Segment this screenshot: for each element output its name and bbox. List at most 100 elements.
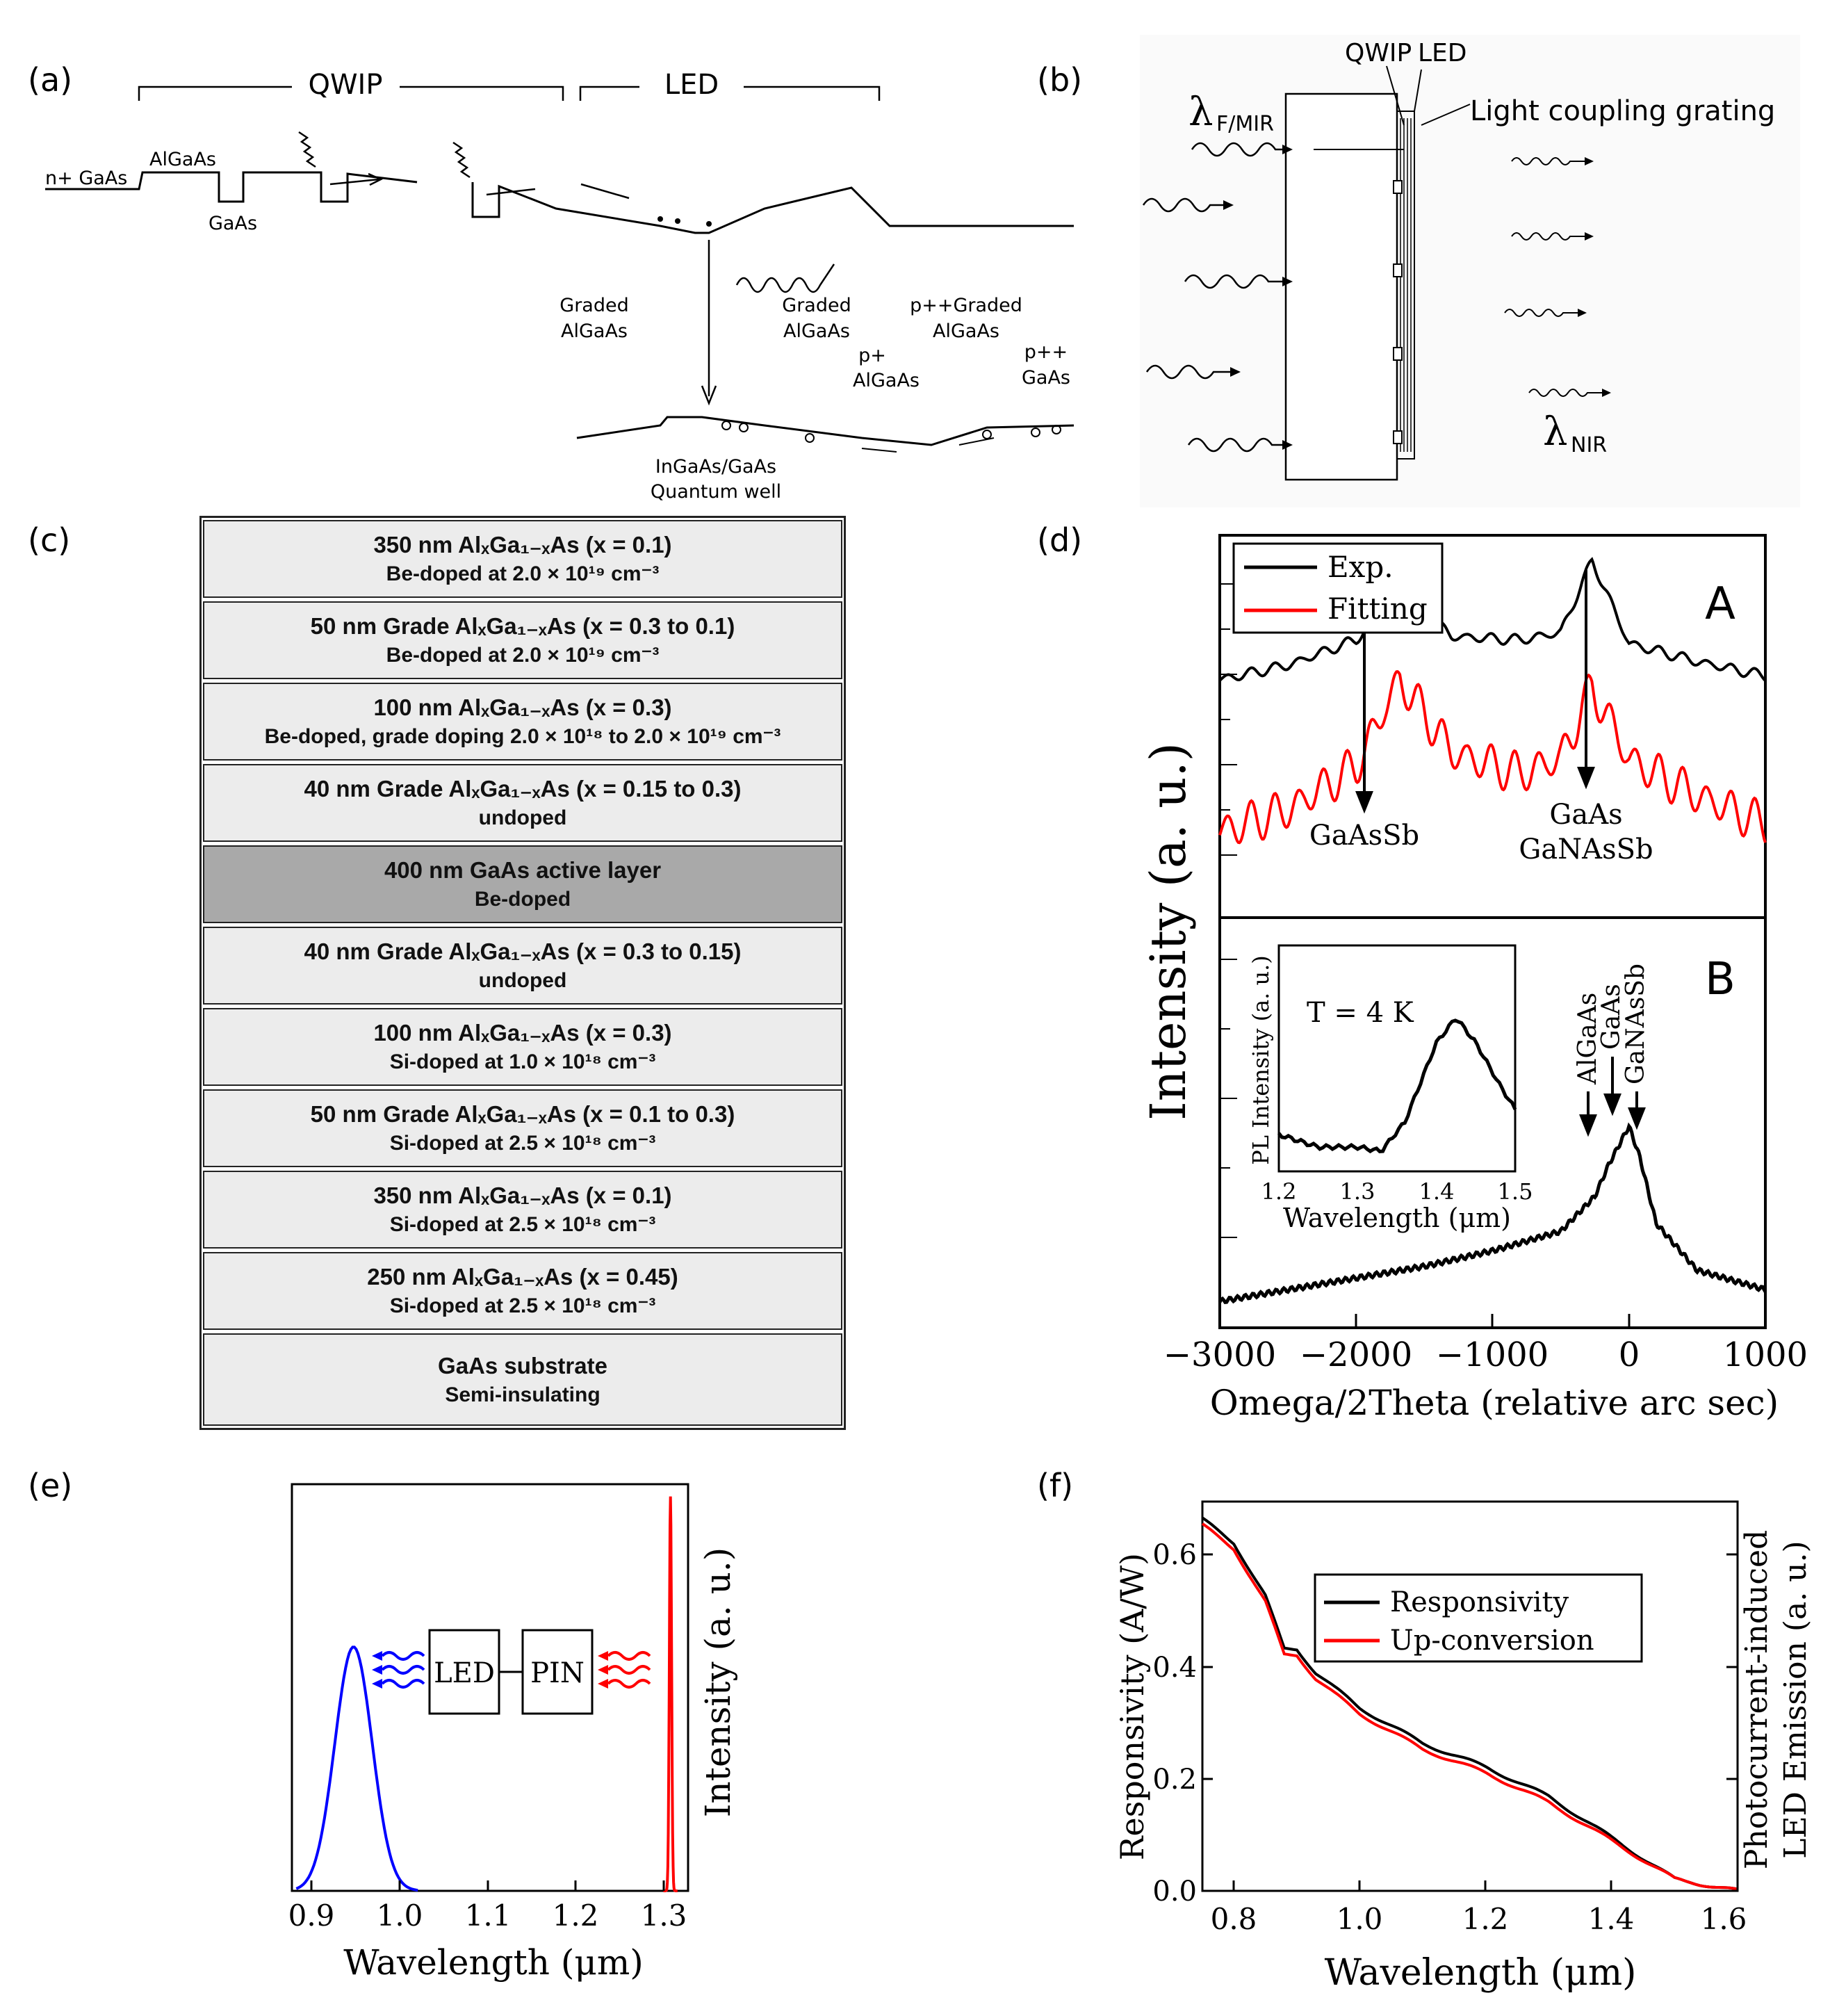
layer-1-line2: Be-doped at 2.0 × 10¹⁹ cm⁻³	[386, 562, 660, 585]
b-grating-label: Light coupling grating	[1470, 95, 1775, 127]
label-ppp-gaas-a: p++	[1024, 341, 1068, 363]
layer-9: 350 nm AlₓGa₁₋ₓAs (x = 0.1) Si-doped at …	[203, 1171, 842, 1249]
d-inset-xtick-3: 1.5	[1498, 1178, 1533, 1205]
e-led-label: LED	[434, 1657, 495, 1689]
d-inset-xtick-2: 1.4	[1419, 1178, 1455, 1205]
e-xtick-0: 0.9	[288, 1899, 335, 1933]
e-blue-arrows	[381, 1651, 425, 1689]
d-inset-xtick-1: 1.3	[1340, 1178, 1375, 1205]
d-legend	[1232, 542, 1444, 634]
f-ylabel-right-2: LED Emission (a. u.)	[1778, 1541, 1813, 1858]
e-xtick-1: 1.0	[377, 1899, 423, 1933]
layer-3: 100 nm AlₓGa₁₋ₓAs (x = 0.3) Be-doped, gr…	[203, 683, 842, 761]
f-ytick-3: 0.6	[1152, 1539, 1197, 1571]
layer-10-line1: 250 nm AlₓGa₁₋ₓAs (x = 0.45)	[367, 1264, 678, 1290]
d-inset-ylabel: PL Intensity (a. u.)	[1248, 955, 1274, 1165]
e-ylabel: Intensity (a. u.)	[698, 1547, 738, 1817]
d-ann-b-gaas: GaAs	[1597, 984, 1626, 1050]
d-inset-xtick-0: 1.2	[1261, 1178, 1297, 1205]
layer-2: 50 nm Grade AlₓGa₁₋ₓAs (x = 0.3 to 0.1) …	[203, 601, 842, 679]
f-xtick-1: 1.0	[1337, 1902, 1383, 1936]
label-ppp-graded-b: AlGaAs	[933, 320, 999, 342]
f-series-responsivity	[1201, 1516, 1738, 1891]
lambda-nir-symbol-glyph: λ	[1543, 409, 1568, 455]
panel-a-letter: (a)	[28, 61, 73, 99]
layer-7: 100 nm AlₓGa₁₋ₓAs (x = 0.3) Si-doped at …	[203, 1008, 842, 1086]
layer-7-line2: Si-doped at 1.0 × 10¹⁸ cm⁻³	[389, 1050, 656, 1073]
f-legend	[1314, 1573, 1643, 1663]
f-ylabel: Responsivity (A/W)	[1113, 1553, 1151, 1860]
d-series-b	[1218, 1122, 1767, 1305]
panel-f-letter: (f)	[1037, 1467, 1074, 1504]
layer-9-line1: 350 nm AlₓGa₁₋ₓAs (x = 0.1)	[373, 1182, 672, 1208]
label-graded-2a: Graded	[782, 295, 851, 316]
layer-8-line2: Si-doped at 2.5 × 10¹⁸ cm⁻³	[389, 1132, 656, 1155]
f-legend-responsivity: Responsivity	[1390, 1586, 1569, 1618]
label-ppp-gaas-b: GaAs	[1022, 367, 1070, 389]
d-xlabel: Omega/2Theta (relative arc sec)	[1210, 1383, 1779, 1423]
qwip-header: QWIP	[309, 69, 383, 101]
f-series-upconversion	[1201, 1522, 1738, 1891]
layer-1-line1: 350 nm AlₓGa₁₋ₓAs (x = 0.1)	[373, 532, 672, 558]
f-xtick-2: 1.2	[1462, 1902, 1509, 1936]
f-xlabel: Wavelength (μm)	[1325, 1952, 1637, 1994]
layer-4-line1: 40 nm Grade AlₓGa₁₋ₓAs (x = 0.15 to 0.3)	[304, 776, 742, 802]
d-ann-gaas: GaAs	[1549, 799, 1622, 831]
layer-6-line2: undoped	[478, 969, 567, 992]
d-inset-frame	[1277, 944, 1517, 1173]
panel-b-schematic: QWIP LED Light coupling grating λ F/MIR …	[1140, 35, 1800, 507]
layer-11-line2: Semi-insulating	[445, 1383, 601, 1406]
layer-5-active: 400 nm GaAs active layer Be-doped	[203, 845, 842, 923]
layer-10-line2: Si-doped at 2.5 × 10¹⁸ cm⁻³	[389, 1294, 656, 1317]
e-xtick-4: 1.3	[641, 1899, 687, 1933]
layer-3-line2: Be-doped, grade doping 2.0 × 10¹⁸ to 2.0…	[264, 725, 781, 748]
d-legend-exp: Exp.	[1327, 550, 1394, 584]
d-series-exp	[1218, 557, 1767, 682]
d-xtick-0: −3000	[1163, 1335, 1276, 1374]
f-ytick-0: 0.0	[1152, 1876, 1197, 1908]
panel-d-chart: GaAsSb GaAs GaNAsSb A Exp. Fitting B AlG…	[1140, 534, 1808, 1423]
label-graded-1a: Graded	[559, 295, 628, 316]
f-ytick-2: 0.4	[1152, 1652, 1197, 1684]
layer-10: 250 nm AlₓGa₁₋ₓAs (x = 0.45) Si-doped at…	[203, 1252, 842, 1330]
b-qwip-label: QWIP	[1345, 39, 1412, 67]
layer-4: 40 nm Grade AlₓGa₁₋ₓAs (x = 0.15 to 0.3)…	[203, 764, 842, 842]
label-ppp-graded-a: p++Graded	[910, 295, 1022, 316]
panel-d-letter: (d)	[1037, 521, 1083, 559]
layer-8: 50 nm Grade AlₓGa₁₋ₓAs (x = 0.1 to 0.3) …	[203, 1089, 842, 1167]
layer-2-line1: 50 nm Grade AlₓGa₁₋ₓAs (x = 0.3 to 0.1)	[310, 613, 735, 639]
layer-8-line1: 50 nm Grade AlₓGa₁₋ₓAs (x = 0.1 to 0.3)	[310, 1101, 735, 1127]
layer-3-line1: 100 nm AlₓGa₁₋ₓAs (x = 0.3)	[373, 694, 672, 720]
lambda-fmir-symbol: λ	[1188, 90, 1214, 135]
d-ann-gaassb: GaAsSb	[1309, 820, 1419, 852]
layer-1: 350 nm AlₓGa₁₋ₓAs (x = 0.1) Be-doped at …	[203, 520, 842, 598]
label-algaas: AlGaAs	[149, 149, 216, 170]
f-xtick-4: 1.6	[1701, 1902, 1747, 1936]
label-p-plus-a: p+	[858, 345, 886, 366]
f-xtick-0: 0.8	[1211, 1902, 1257, 1936]
label-graded-2b: AlGaAs	[783, 320, 850, 342]
f-ytick-1: 0.2	[1152, 1764, 1197, 1796]
layer-11-line1: GaAs substrate	[438, 1352, 607, 1379]
d-xtick-1: −2000	[1300, 1335, 1412, 1374]
d-ylabel: Intensity (a. u.)	[1140, 742, 1197, 1121]
layer-2-line2: Be-doped at 2.0 × 10¹⁹ cm⁻³	[386, 644, 660, 667]
d-ann-b-ganassb: GaNAsSb	[1621, 964, 1650, 1084]
d-tag-b: B	[1705, 954, 1735, 1005]
panel-e-chart: LED PIN 0.9 1.0 1.1 1.2 1.3 Wavelength (…	[288, 1483, 738, 1983]
label-p-plus-b: AlGaAs	[853, 370, 920, 391]
label-gaas: GaAs	[209, 213, 257, 234]
f-frame	[1201, 1500, 1739, 1892]
lambda-fmir-sub: F/MIR	[1216, 112, 1274, 136]
layer-7-line1: 100 nm AlₓGa₁₋ₓAs (x = 0.3)	[373, 1020, 672, 1046]
f-ylabel-right-1: Photocurrent-induced	[1739, 1530, 1774, 1869]
f-legend-upconversion: Up-conversion	[1390, 1625, 1594, 1657]
e-pin-box	[521, 1629, 594, 1715]
panel-f-chart: Responsivity Up-conversion 0.0 0.2 0.4 0…	[1113, 1500, 1813, 1994]
d-series-fitting	[1218, 670, 1767, 845]
layer-5-line2: Be-doped	[474, 888, 571, 911]
e-xlabel: Wavelength (μm)	[343, 1942, 644, 1983]
d-legend-fitting: Fitting	[1327, 592, 1428, 626]
d-inset-xlabel: Wavelength (μm)	[1283, 1203, 1511, 1233]
layer-5-line1: 400 nm GaAs active layer	[384, 857, 662, 883]
